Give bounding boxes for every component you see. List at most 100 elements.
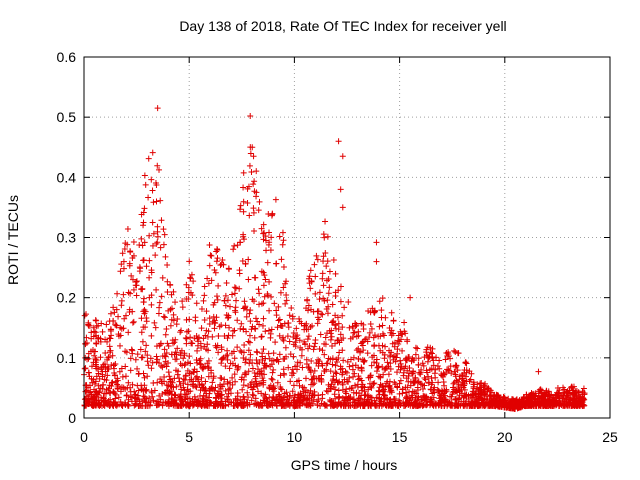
data-point <box>205 365 212 372</box>
data-point <box>310 373 317 380</box>
data-point <box>185 289 192 296</box>
data-point <box>511 405 518 412</box>
data-point <box>417 380 424 387</box>
data-point <box>455 350 462 357</box>
data-point <box>145 194 152 201</box>
data-point <box>332 312 339 319</box>
data-point <box>293 366 300 373</box>
data-point <box>160 241 167 248</box>
data-point <box>425 353 432 360</box>
data-point <box>168 391 175 398</box>
data-point <box>198 325 205 332</box>
data-point <box>323 263 330 270</box>
data-point <box>127 355 134 362</box>
data-point <box>261 398 268 405</box>
data-point <box>141 307 148 314</box>
data-point <box>97 354 104 361</box>
data-point <box>191 335 198 342</box>
data-point <box>270 366 277 373</box>
data-point <box>309 376 316 383</box>
data-point <box>225 401 232 408</box>
data-point <box>120 291 127 298</box>
data-point <box>224 335 231 342</box>
data-point <box>168 305 175 312</box>
data-point <box>476 401 483 408</box>
y-tick-label: 0.5 <box>57 109 77 125</box>
data-point <box>285 319 292 326</box>
data-point <box>394 350 401 357</box>
data-point <box>209 379 216 386</box>
data-point <box>161 346 168 353</box>
data-point <box>182 391 189 398</box>
data-point <box>289 402 296 409</box>
data-point <box>231 327 238 334</box>
data-point <box>387 360 394 367</box>
data-point <box>193 384 200 391</box>
data-point <box>119 373 126 380</box>
data-point <box>167 306 174 313</box>
data-point <box>189 398 196 405</box>
x-tick-label: 5 <box>185 429 193 445</box>
data-point <box>101 402 108 409</box>
data-point <box>490 393 497 400</box>
data-point <box>245 368 252 375</box>
data-point <box>93 340 100 347</box>
data-point <box>148 269 155 276</box>
data-point <box>106 389 113 396</box>
data-point <box>358 364 365 371</box>
data-point <box>429 390 436 397</box>
data-point <box>186 258 193 265</box>
data-point <box>371 397 378 404</box>
data-point <box>253 168 260 175</box>
data-point <box>107 310 114 317</box>
data-point <box>466 400 473 407</box>
data-point <box>106 343 113 350</box>
data-point <box>122 348 129 355</box>
data-point <box>421 374 428 381</box>
data-point <box>120 265 127 272</box>
data-point <box>226 303 233 310</box>
data-point <box>451 368 458 375</box>
data-point <box>343 378 350 385</box>
data-point <box>357 348 364 355</box>
data-point <box>156 299 163 306</box>
data-point <box>564 392 571 399</box>
data-point <box>319 311 326 318</box>
data-point <box>242 356 249 363</box>
data-point <box>516 404 523 411</box>
data-point <box>307 387 314 394</box>
data-point <box>382 343 389 350</box>
data-point <box>483 399 490 406</box>
data-point <box>85 384 92 391</box>
data-point <box>440 378 447 385</box>
data-point <box>223 279 230 286</box>
data-point <box>270 350 277 357</box>
data-point <box>157 376 164 383</box>
data-point <box>565 396 572 403</box>
data-point <box>96 375 103 382</box>
data-point <box>325 355 332 362</box>
data-point <box>457 381 464 388</box>
data-point <box>317 331 324 338</box>
data-point <box>332 369 339 376</box>
data-point <box>163 381 170 388</box>
data-point <box>227 385 234 392</box>
data-point <box>306 342 313 349</box>
data-point <box>268 326 275 333</box>
data-point <box>333 358 340 365</box>
data-point <box>202 378 209 385</box>
data-point <box>350 373 357 380</box>
data-point <box>261 293 268 300</box>
data-point <box>155 310 162 317</box>
data-point <box>404 338 411 345</box>
data-point <box>93 373 100 380</box>
data-point <box>275 303 282 310</box>
data-point <box>445 366 452 373</box>
data-point <box>332 270 339 277</box>
data-point <box>454 402 461 409</box>
data-point <box>282 344 289 351</box>
data-point <box>400 372 407 379</box>
data-point <box>276 332 283 339</box>
data-point <box>272 196 279 203</box>
